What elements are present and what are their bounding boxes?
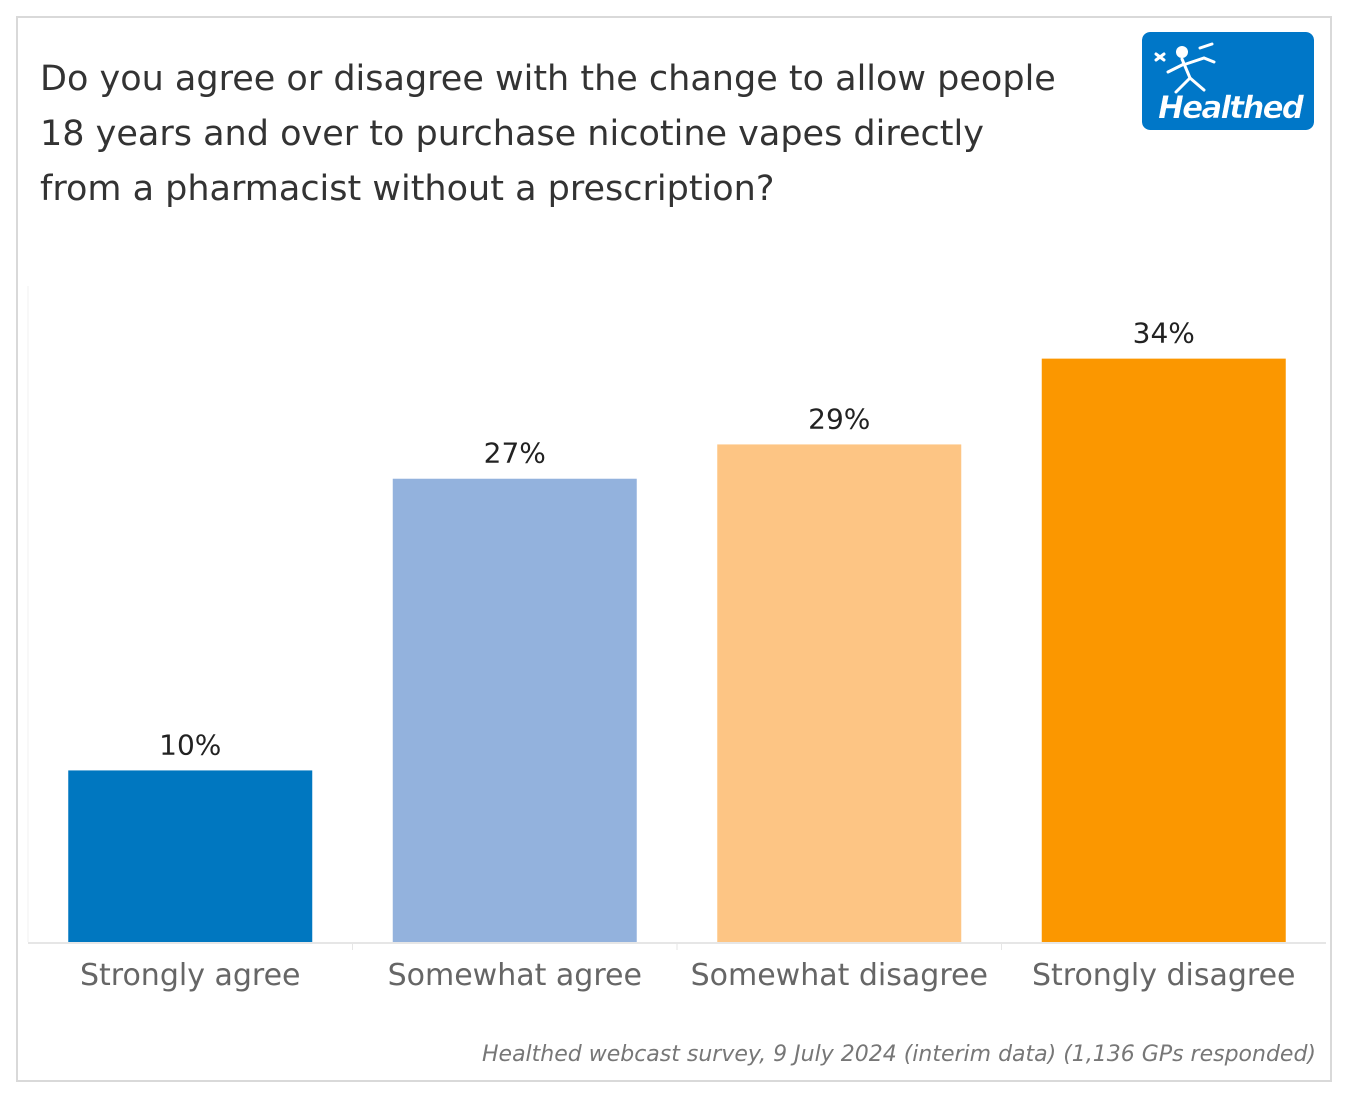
- data-label: 10%: [159, 728, 221, 761]
- healthed-logo: Healthed: [1142, 32, 1314, 130]
- logo-text: Healthed: [1158, 90, 1305, 126]
- data-label: 29%: [808, 402, 870, 435]
- bar-strongly-disagree: [1041, 358, 1286, 942]
- chart-title: Do you agree or disagree with the change…: [40, 59, 1056, 209]
- x-tick-label: Somewhat agree: [388, 958, 642, 993]
- x-tick-label: Somewhat disagree: [691, 958, 988, 993]
- data-label: 27%: [484, 437, 546, 470]
- source-footnote: Healthed webcast survey, 9 July 2024 (in…: [481, 1042, 1316, 1067]
- x-tick-label: Strongly agree: [80, 958, 301, 993]
- bar-somewhat-agree: [392, 478, 637, 942]
- data-label: 34%: [1133, 317, 1195, 350]
- bar-somewhat-disagree: [717, 444, 962, 942]
- bar-strongly-agree: [68, 770, 313, 942]
- x-tick-label: Strongly disagree: [1032, 958, 1296, 993]
